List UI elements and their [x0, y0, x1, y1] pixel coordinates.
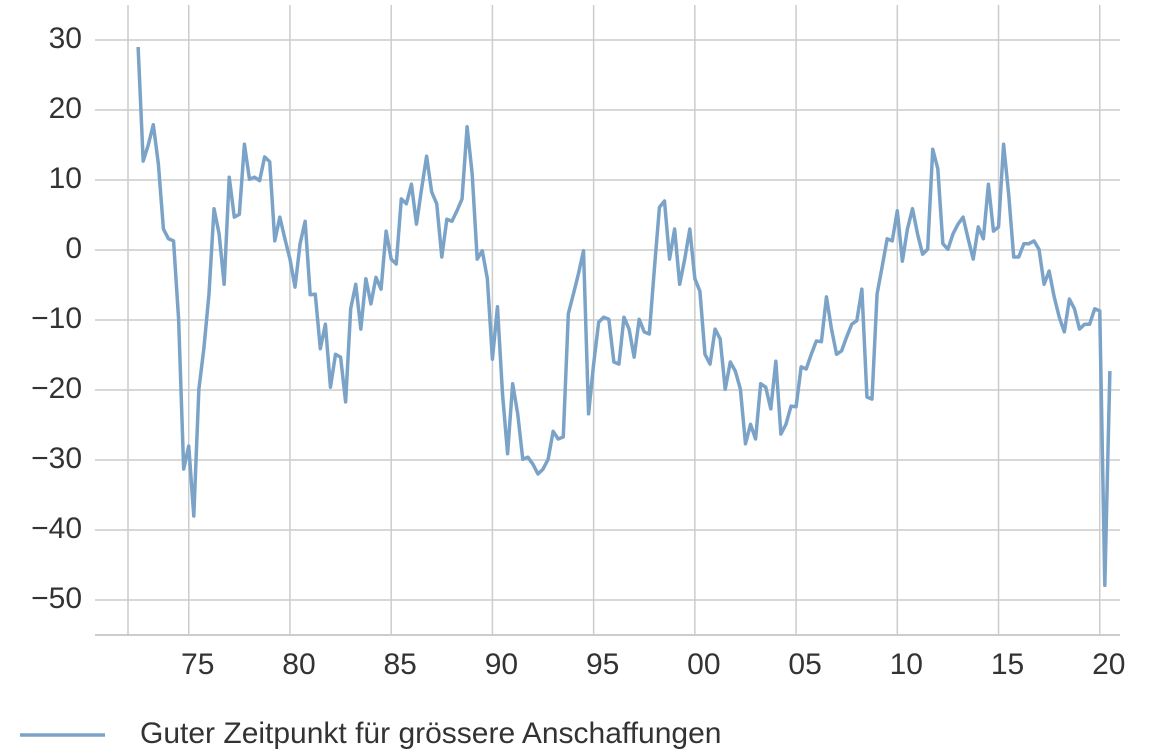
y-tick-label: 30: [49, 22, 82, 55]
y-tick-label: −20: [31, 372, 82, 405]
x-tick-label: 80: [282, 648, 315, 681]
x-tick-label: 90: [485, 648, 518, 681]
y-tick-label: −40: [31, 512, 82, 545]
x-tick-label: 75: [181, 648, 214, 681]
x-tick-label: 05: [788, 648, 821, 681]
y-tick-label: 0: [65, 232, 82, 265]
data-line: [136, 46, 1112, 588]
y-tick-label: −10: [31, 302, 82, 335]
y-tick-label: −50: [31, 582, 82, 615]
x-tick-label: 95: [586, 648, 619, 681]
x-tick-label: 20: [1092, 648, 1125, 681]
x-tick-label: 10: [890, 648, 923, 681]
x-tick-label: 85: [383, 648, 416, 681]
legend-label: Guter Zeitpunkt für grössere Anschaffung…: [140, 717, 721, 750]
x-tick-label: 15: [991, 648, 1024, 681]
y-tick-label: 10: [49, 162, 82, 195]
y-tick-label: 20: [49, 92, 82, 125]
x-tick-label: 00: [687, 648, 720, 681]
y-tick-label: −30: [31, 442, 82, 475]
